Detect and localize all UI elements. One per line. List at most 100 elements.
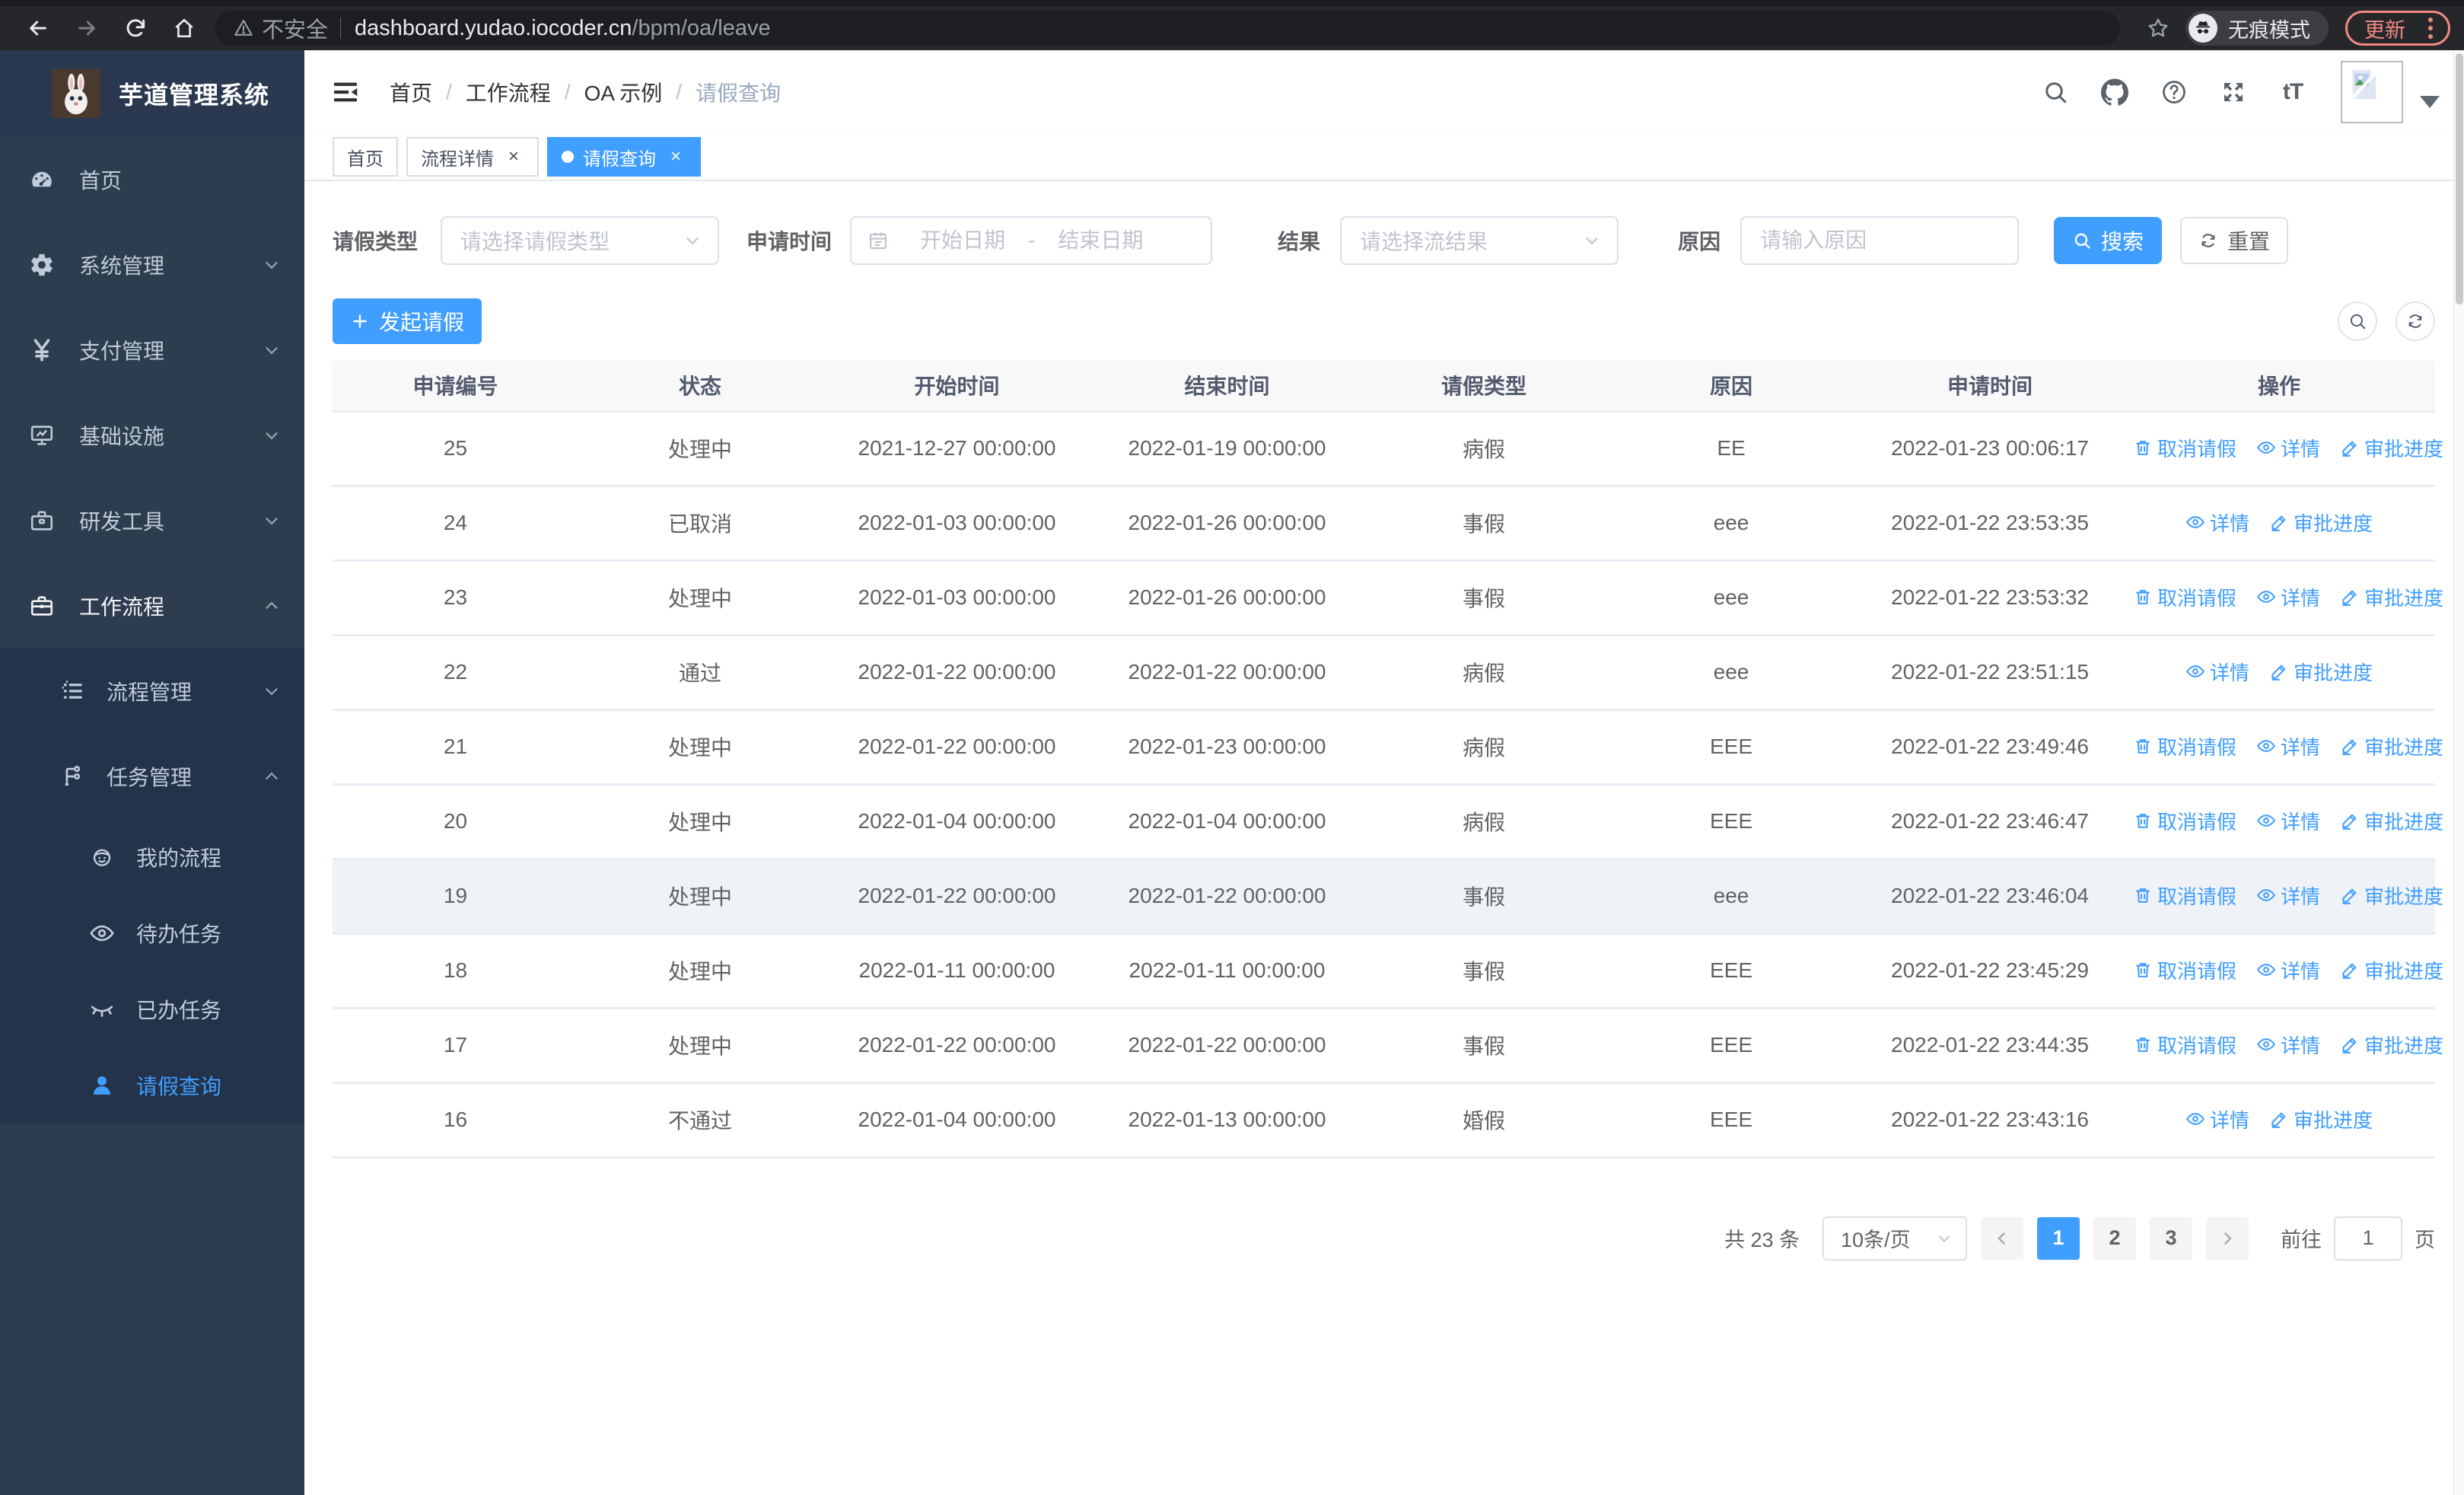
progress-action-link[interactable]: 审批进度 bbox=[2340, 1031, 2443, 1059]
table-search-toggle-button[interactable] bbox=[2338, 301, 2377, 341]
tab-2[interactable]: 请假查询 × bbox=[547, 137, 701, 177]
leave-type-placeholder: 请选择请假类型 bbox=[460, 230, 610, 253]
detail-action-link[interactable]: 详情 bbox=[2256, 1031, 2320, 1059]
sidebar-item-payment[interactable]: 支付管理 bbox=[0, 308, 304, 393]
sidebar-item-process-mgmt[interactable]: 流程管理 bbox=[0, 649, 304, 734]
progress-action-link[interactable]: 审批进度 bbox=[2340, 807, 2443, 835]
fullscreen-icon[interactable] bbox=[2217, 75, 2250, 109]
apply-time-label: 申请时间 bbox=[747, 230, 832, 253]
help-icon[interactable] bbox=[2157, 75, 2191, 109]
cell-reason: EEE bbox=[1606, 784, 1857, 860]
breadcrumb-home[interactable]: 首页 bbox=[390, 81, 433, 105]
bookmark-star-icon[interactable] bbox=[2146, 16, 2170, 40]
sidebar-item-system[interactable]: 系统管理 bbox=[0, 222, 304, 308]
font-size-icon[interactable]: tT bbox=[2282, 79, 2303, 104]
progress-action-link[interactable]: 审批进度 bbox=[2340, 881, 2443, 910]
start-date-input[interactable] bbox=[902, 228, 1024, 253]
browser-reload-button[interactable] bbox=[117, 10, 154, 46]
page-button-1[interactable]: 1 bbox=[2037, 1216, 2080, 1260]
page-size-select[interactable]: 10条/页 bbox=[1823, 1216, 1967, 1261]
sidebar-item-my-process[interactable]: 我的流程 bbox=[0, 819, 304, 895]
goto-page-input[interactable] bbox=[2334, 1216, 2402, 1261]
incognito-badge: 无痕模式 bbox=[2185, 11, 2329, 46]
cancel-action-link[interactable]: 取消请假 bbox=[2133, 1031, 2236, 1059]
menu-fold-icon[interactable] bbox=[329, 75, 362, 109]
sidebar-item-leave-query[interactable]: 请假查询 bbox=[0, 1047, 304, 1124]
detail-action-link[interactable]: 详情 bbox=[2256, 807, 2320, 835]
filter-form: 请假类型 请选择请假类型 申请时间 - 结果 请选择流结果 bbox=[333, 216, 2446, 265]
cell-actions: 取消请假 详情 审批进度 bbox=[2123, 784, 2443, 860]
prev-page-button[interactable] bbox=[1981, 1216, 2023, 1260]
tags-bar: 首页 流程详情 × 请假查询 × bbox=[304, 134, 2464, 181]
logo-row[interactable]: 芋道管理系统 bbox=[0, 50, 304, 137]
detail-action-link[interactable]: 详情 bbox=[2185, 1105, 2249, 1133]
pencil-icon bbox=[2340, 811, 2364, 830]
sidebar-item-task-mgmt[interactable]: 任务管理 bbox=[0, 734, 304, 819]
sidebar-item-done-task[interactable]: 已办任务 bbox=[0, 971, 304, 1047]
browser-home-button[interactable] bbox=[166, 10, 202, 46]
next-page-button[interactable] bbox=[2206, 1216, 2249, 1260]
result-select[interactable]: 请选择流结果 bbox=[1340, 216, 1619, 265]
sidebar-item-todo-task[interactable]: 待办任务 bbox=[0, 895, 304, 971]
address-bar[interactable]: 不安全 dashboard.yudao.iocoder.cn/bpm/oa/le… bbox=[215, 11, 2120, 46]
end-date-input[interactable] bbox=[1039, 228, 1162, 253]
user-avatar-broken-image[interactable] bbox=[2341, 61, 2403, 123]
detail-action-link[interactable]: 详情 bbox=[2256, 583, 2320, 611]
app: 芋道管理系统 首页 系统管理 支付管理 基础设施 研发工具 工作流程 流程管理 任务管理 我的流… bbox=[0, 50, 2464, 1495]
toolbar-row: 发起请假 bbox=[333, 298, 2446, 344]
progress-action-link[interactable]: 审批进度 bbox=[2340, 732, 2443, 760]
tab-0[interactable]: 首页 bbox=[333, 137, 398, 177]
progress-action-link[interactable]: 审批进度 bbox=[2340, 956, 2443, 984]
progress-action-link[interactable]: 审批进度 bbox=[2340, 434, 2443, 462]
chrome-right-controls: 无痕模式 更新 bbox=[2131, 11, 2450, 46]
leave-type-select[interactable]: 请选择请假类型 bbox=[441, 216, 720, 265]
cancel-action-link[interactable]: 取消请假 bbox=[2133, 881, 2236, 910]
tab-1[interactable]: 流程详情 × bbox=[406, 137, 539, 177]
page-button-3[interactable]: 3 bbox=[2150, 1216, 2192, 1260]
progress-action-link[interactable]: 审批进度 bbox=[2269, 658, 2373, 686]
search-button[interactable]: 搜索 bbox=[2054, 217, 2163, 264]
close-tab-icon[interactable]: × bbox=[508, 146, 519, 167]
cancel-action-link[interactable]: 取消请假 bbox=[2133, 434, 2236, 462]
cancel-action-link[interactable]: 取消请假 bbox=[2133, 732, 2236, 760]
sidebar-item-home[interactable]: 首页 bbox=[0, 137, 304, 222]
reason-input[interactable] bbox=[1760, 228, 2000, 253]
progress-action-link[interactable]: 审批进度 bbox=[2340, 583, 2443, 611]
detail-action-link[interactable]: 详情 bbox=[2185, 508, 2249, 537]
table-refresh-button[interactable] bbox=[2396, 301, 2435, 341]
browser-back-button[interactable] bbox=[20, 10, 56, 46]
progress-action-link[interactable]: 审批进度 bbox=[2269, 508, 2373, 537]
detail-action-link[interactable]: 详情 bbox=[2256, 881, 2320, 910]
cell-type: 事假 bbox=[1362, 933, 1606, 1009]
detail-action-link[interactable]: 详情 bbox=[2185, 658, 2249, 686]
detail-action-link[interactable]: 详情 bbox=[2256, 732, 2320, 760]
detail-action-link[interactable]: 详情 bbox=[2256, 434, 2320, 462]
cancel-action-link[interactable]: 取消请假 bbox=[2133, 956, 2236, 984]
sidebar-item-devtools[interactable]: 研发工具 bbox=[0, 478, 304, 563]
cancel-action-link[interactable]: 取消请假 bbox=[2133, 807, 2236, 835]
trash-icon bbox=[2133, 1034, 2157, 1054]
cell-applied: 2022-01-22 23:46:47 bbox=[1857, 784, 2123, 860]
cell-end: 2022-01-11 00:00:00 bbox=[1092, 933, 1362, 1009]
cell-end: 2022-01-26 00:00:00 bbox=[1092, 486, 1362, 562]
breadcrumb-oa-example[interactable]: OA 示例 bbox=[584, 81, 663, 105]
progress-action-link[interactable]: 审批进度 bbox=[2269, 1105, 2373, 1133]
browser-menu-icon[interactable] bbox=[2421, 13, 2440, 43]
create-leave-button[interactable]: 发起请假 bbox=[333, 298, 482, 344]
cancel-action-link[interactable]: 取消请假 bbox=[2133, 583, 2236, 611]
sidebar-item-infra[interactable]: 基础设施 bbox=[0, 393, 304, 478]
search-icon[interactable] bbox=[2039, 75, 2072, 109]
cell-applied: 2022-01-22 23:46:04 bbox=[1857, 859, 2123, 935]
detail-action-link[interactable]: 详情 bbox=[2256, 956, 2320, 984]
apply-time-range-picker[interactable]: - bbox=[850, 216, 1213, 265]
scrollbar-thumb[interactable] bbox=[2456, 53, 2463, 304]
github-icon[interactable] bbox=[2098, 75, 2131, 109]
page-button-2[interactable]: 2 bbox=[2093, 1216, 2136, 1260]
browser-forward-button[interactable] bbox=[68, 10, 105, 46]
avatar-dropdown-caret[interactable] bbox=[2420, 96, 2440, 108]
sidebar-item-workflow[interactable]: 工作流程 bbox=[0, 563, 304, 649]
breadcrumb-workflow[interactable]: 工作流程 bbox=[465, 81, 551, 105]
reset-button[interactable]: 重置 bbox=[2180, 217, 2289, 264]
update-chip[interactable]: 更新 bbox=[2345, 11, 2450, 46]
close-tab-icon[interactable]: × bbox=[670, 146, 681, 167]
